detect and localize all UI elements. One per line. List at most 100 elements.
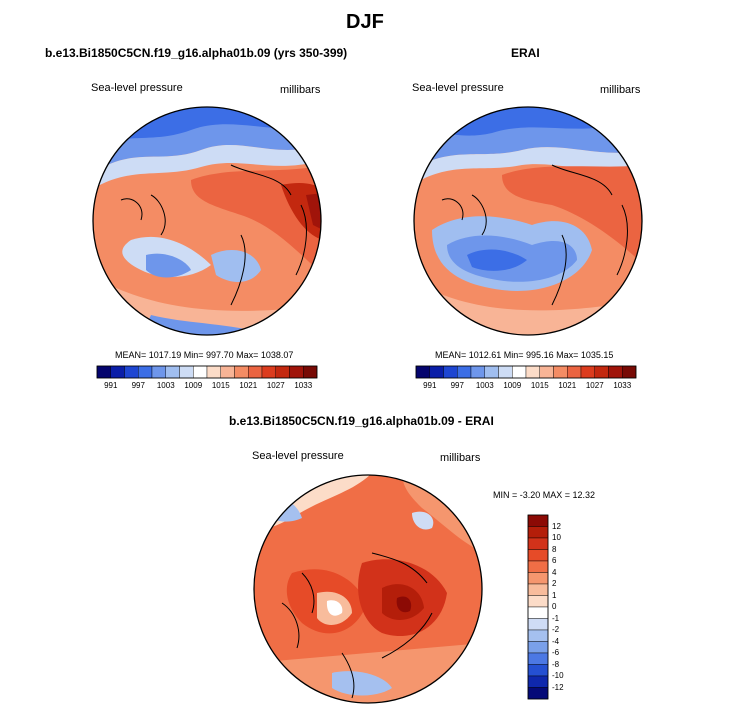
colorbar-swatch [275,365,290,379]
colorbar-tick-label: 1009 [503,381,522,390]
colorbar-swatch [512,365,527,379]
colorbar-tick-label: -2 [552,625,560,634]
panel-2-right-label: millibars [600,84,641,96]
colorbar-1-swatches [96,365,318,379]
colorbar-swatch [457,365,472,379]
colorbar-tick-label: 991 [423,381,437,390]
colorbar-swatch [484,365,499,379]
colorbar-swatch [527,583,549,596]
colorbar-swatch [429,365,444,379]
colorbar-tick-label: 1003 [156,381,175,390]
panel-2-stats: MEAN= 1012.61 Min= 995.16 Max= 1035.15 [435,350,614,360]
colorbar-tick-label: 1015 [211,381,230,390]
colorbar-swatch [261,365,276,379]
panel-3-right-label: millibars [440,452,481,464]
colorbar-tick-label: -4 [552,636,560,646]
colorbar-tick-label: -12 [552,682,564,692]
panel-2-left-label: Sea-level pressure [412,82,504,94]
colorbar-tick-label: 1003 [475,381,494,390]
colorbar-tick-label: -1 [552,613,560,623]
colorbar-swatch [527,629,549,642]
colorbar-swatch [525,365,540,379]
colorbar-swatch [193,365,208,379]
colorbar-swatch [303,365,318,379]
panel-1-map [92,106,322,336]
panel-1-stats: MEAN= 1017.19 Min= 997.70 Max= 1038.07 [115,350,294,360]
colorbar-swatch [527,675,549,688]
colorbar-swatch [527,652,549,665]
colorbar-tick-label: -8 [552,659,560,669]
panel-1-title: b.e13.Bi1850C5CN.f19_g16.alpha01b.09 (yr… [45,46,348,60]
colorbar-tick-label: 1027 [585,381,604,390]
colorbar-swatch [110,365,125,379]
colorbar-tick-label: 1021 [239,381,258,390]
colorbar-3-ticks: 12 10 8 6 4 2 1 0 -1 -2 -4 -6 -8 -10 -12 [552,515,592,699]
colorbar-2-ticks: 991 997 1003 1009 1015 1021 1027 1033 [416,381,636,393]
colorbar-swatch [527,595,549,608]
colorbar-tick-label: 1027 [266,381,285,390]
colorbar-tick-label: 8 [552,544,557,554]
colorbar-tick-label: 997 [450,381,464,390]
colorbar-tick-label: 2 [552,579,557,588]
colorbar-swatch [206,365,221,379]
panel-2-title: ERAI [511,46,540,60]
colorbar-swatch [527,618,549,631]
colorbar-swatch [527,514,549,527]
colorbar-swatch [567,365,582,379]
colorbar-swatch [527,687,549,700]
colorbar-swatch [248,365,263,379]
colorbar-swatch [443,365,458,379]
colorbar-swatch [96,365,111,379]
colorbar-swatch [527,606,549,619]
colorbar-swatch [138,365,153,379]
colorbar-tick-label: 1 [552,590,557,600]
colorbar-swatch [622,365,637,379]
colorbar-swatch [470,365,485,379]
colorbar-tick-label: 1033 [613,381,632,390]
panel-3-left-label: Sea-level pressure [252,450,344,462]
colorbar-swatch [179,365,194,379]
panel-1-left-label: Sea-level pressure [91,82,183,94]
colorbar-tick-label: 10 [552,533,561,542]
colorbar-swatch [498,365,513,379]
colorbar-tick-label: 1009 [184,381,203,390]
colorbar-1 [96,365,318,379]
colorbar-swatch [539,365,554,379]
colorbar-swatch [527,537,549,550]
colorbar-swatch [289,365,304,379]
colorbar-swatch [594,365,609,379]
colorbar-swatch [165,365,180,379]
colorbar-swatch [124,365,139,379]
colorbar-tick-label: 12 [552,521,561,531]
colorbar-2-swatches [415,365,637,379]
colorbar-tick-label: 991 [104,381,118,390]
panel-3-map [253,474,483,704]
colorbar-tick-label: 4 [552,567,557,577]
colorbar-swatch [527,572,549,585]
colorbar-swatch [527,641,549,654]
panel-3-title: b.e13.Bi1850C5CN.f19_g16.alpha01b.09 - E… [229,414,494,428]
colorbar-swatch [527,560,549,573]
colorbar-swatch [608,365,623,379]
colorbar-swatch [151,365,166,379]
panel-3-stats: MIN = -3.20 MAX = 12.32 [493,490,596,500]
figure-title: DJF [346,11,384,33]
colorbar-tick-label: 1033 [294,381,313,390]
colorbar-3-swatches [527,514,549,700]
colorbar-swatch [527,549,549,562]
colorbar-swatch [220,365,235,379]
colorbar-tick-label: -6 [552,648,560,657]
colorbar-swatch [527,526,549,539]
colorbar-3 [527,514,549,700]
colorbar-swatch [527,664,549,677]
colorbar-tick-label: 997 [131,381,145,390]
colorbar-2 [415,365,637,379]
colorbar-tick-label: 6 [552,556,557,565]
colorbar-swatch [415,365,430,379]
colorbar-swatch [234,365,249,379]
colorbar-swatch [580,365,595,379]
colorbar-tick-label: 1015 [530,381,549,390]
colorbar-swatch [553,365,568,379]
colorbar-tick-label: 0 [552,602,557,611]
colorbar-tick-label: -10 [552,671,564,680]
